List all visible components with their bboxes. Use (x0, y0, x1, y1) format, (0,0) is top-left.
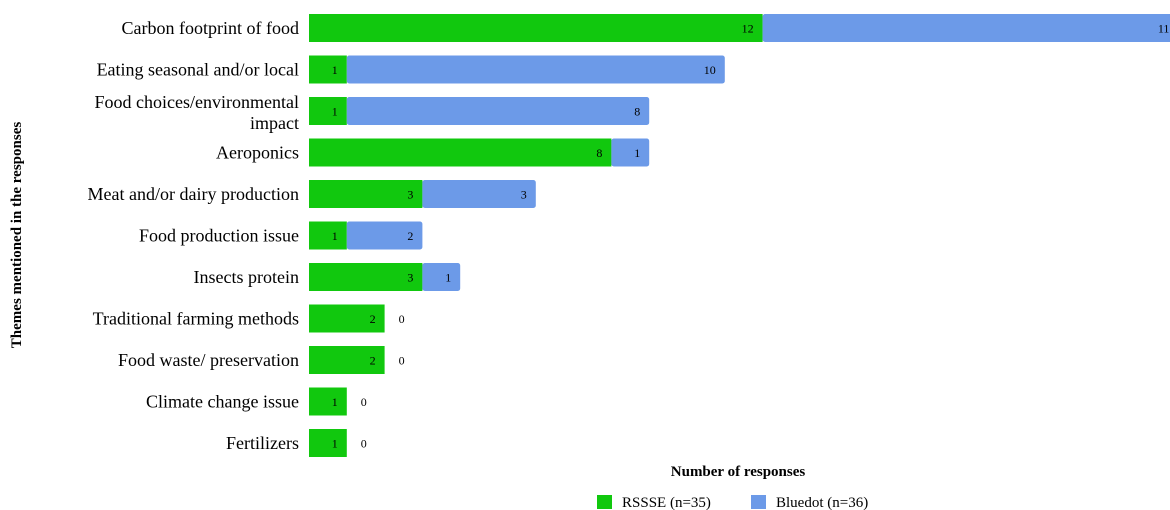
value-label-rssse-eating-seasonal-and-or-local: 1 (332, 63, 338, 77)
bar-rssse-traditional-farming-methods (309, 304, 385, 333)
bar-rssse-fertilizers (309, 429, 347, 457)
value-label-bluedot-meat-and-or-dairy-production: 3 (521, 188, 527, 202)
bar-bluedot-food-production-issue (346, 221, 423, 250)
value-label-bluedot-fertilizers: 0 (361, 437, 367, 451)
category-label-aeroponics: Aeroponics (216, 143, 299, 163)
bar-bluedot-eating-seasonal-and-or-local (346, 55, 725, 84)
value-label-rssse-food-production-issue: 1 (332, 229, 338, 243)
category-label-food-choices-environmental-impact: Food choices/environmental impact (95, 92, 299, 133)
value-labels: 12 111 101 88 13 31 23 12 02 01 01 0 (332, 22, 1170, 451)
value-label-bluedot-food-production-issue: 2 (407, 229, 413, 243)
bar-rssse-food-waste-preservation (309, 346, 385, 374)
bar-rssse-food-production-issue (309, 221, 347, 250)
bar-bluedot-insects-protein (422, 263, 461, 291)
bar-rssse-meat-and-or-dairy-production (309, 180, 423, 208)
value-label-rssse-climate-change-issue: 1 (332, 395, 338, 409)
legend-swatch-bluedot (751, 495, 766, 509)
bar-rssse-eating-seasonal-and-or-local (309, 55, 347, 84)
bar-rssse-insects-protein (309, 263, 423, 291)
value-label-rssse-food-waste-preservation: 2 (370, 354, 376, 368)
category-label-traditional-farming-methods: Traditional farming methods (93, 309, 299, 329)
category-label-fertilizers: Fertilizers (226, 433, 299, 453)
category-label-food-production-issue: Food production issue (139, 226, 299, 246)
value-label-rssse-fertilizers: 1 (332, 437, 338, 451)
bar-bluedot-food-choices-environmental-impact (346, 97, 650, 125)
value-label-bluedot-carbon-footprint-of-food: 11 (1158, 22, 1170, 36)
value-label-bluedot-aeroponics: 1 (634, 146, 640, 160)
y-axis-title: Themes mentioned in the responses (9, 122, 25, 349)
bar-rssse-carbon-footprint-of-food (309, 14, 763, 42)
bar-rssse-aeroponics (309, 138, 612, 167)
category-label-carbon-footprint-of-food: Carbon footprint of food (122, 18, 299, 38)
bar-rssse-food-choices-environmental-impact (309, 97, 347, 125)
bar-bluedot-carbon-footprint-of-food (762, 14, 1170, 42)
x-axis-title: Number of responses (671, 464, 806, 480)
category-label-meat-and-or-dairy-production: Meat and/or dairy production (88, 184, 299, 204)
value-label-bluedot-climate-change-issue: 0 (361, 395, 367, 409)
value-label-bluedot-food-waste-preservation: 0 (399, 354, 405, 368)
category-label-eating-seasonal-and-or-local: Eating seasonal and/or local (97, 60, 299, 80)
value-label-rssse-insects-protein: 3 (407, 271, 413, 285)
category-labels: Carbon footprint of food Eating seasonal … (88, 18, 299, 453)
value-label-bluedot-traditional-farming-methods: 0 (399, 312, 405, 326)
legend-label-bluedot: Bluedot (n=36) (776, 495, 868, 510)
value-label-bluedot-insects-protein: 1 (445, 271, 451, 285)
value-label-rssse-meat-and-or-dairy-production: 3 (407, 188, 413, 202)
bar-bluedot-meat-and-or-dairy-production (422, 180, 536, 208)
value-label-rssse-traditional-farming-methods: 2 (370, 312, 376, 326)
legend-label-rssse: RSSSE (n=35) (622, 495, 711, 510)
value-label-rssse-carbon-footprint-of-food: 12 (742, 22, 754, 36)
value-label-rssse-aeroponics: 8 (596, 146, 602, 160)
value-label-rssse-food-choices-environmental-impact: 1 (332, 105, 338, 119)
bar-rssse-climate-change-issue (309, 387, 347, 416)
bars-layer (309, 14, 1170, 457)
category-label-insects-protein: Insects protein (194, 267, 299, 287)
legend: RSSSE (n=35) Bluedot (n=36) (597, 495, 868, 510)
category-label-food-waste-preservation: Food waste/ preservation (118, 350, 299, 370)
value-label-bluedot-food-choices-environmental-impact: 8 (634, 105, 640, 119)
category-label-climate-change-issue: Climate change issue (146, 392, 299, 412)
legend-swatch-rssse (597, 495, 612, 509)
value-label-bluedot-eating-seasonal-and-or-local: 10 (704, 63, 716, 77)
bar-bluedot-aeroponics (611, 138, 650, 167)
